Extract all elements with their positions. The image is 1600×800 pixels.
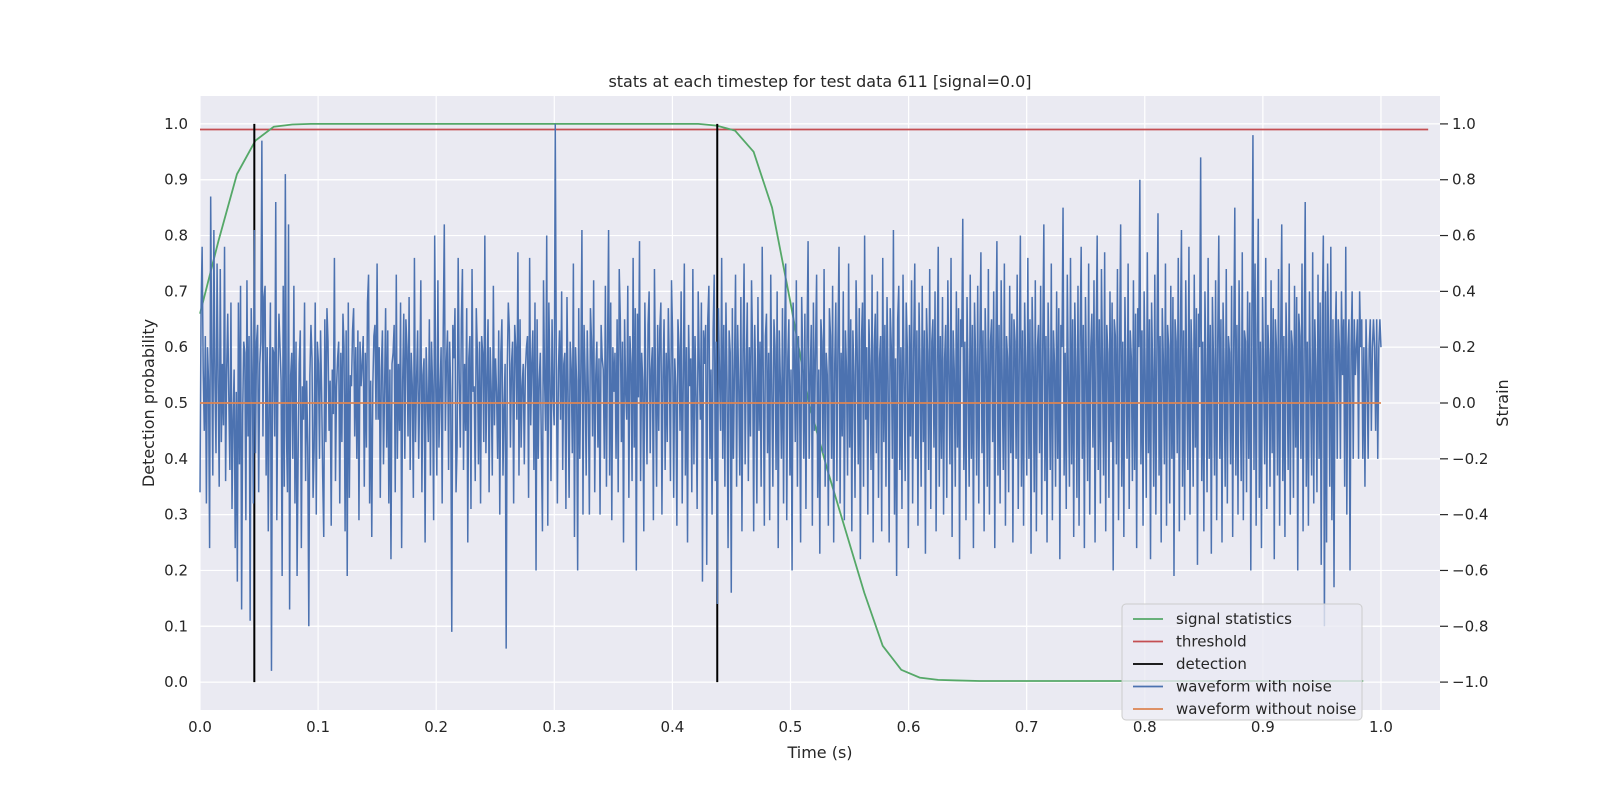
left-y-axis-ticks: 0.0 0.1 0.2 0.3 0.4 0.5 0.6 0.7 0.8 0.9 1.0 <box>164 115 188 691</box>
left-y-tick-label: 0.5 <box>164 394 188 412</box>
left-y-tick-label: 0.0 <box>164 673 188 691</box>
right-y-tick-label: 0.8 <box>1452 171 1476 189</box>
legend-entry-label: detection <box>1176 655 1247 673</box>
legend-entry-label: waveform without noise <box>1176 700 1356 718</box>
x-tick-label: 0.3 <box>542 718 566 736</box>
x-tick-label: 0.5 <box>779 718 803 736</box>
left-y-tick-label: 0.6 <box>164 338 188 356</box>
right-y-tick-label: −1.0 <box>1452 673 1488 691</box>
right-y-axis-ticks: −1.0 −0.8 −0.6 −0.4 −0.2 0.0 0.2 0.4 0.6 0.8 1.0 <box>1440 115 1488 691</box>
right-axis-series <box>199 123 1382 671</box>
right-y-tick-label: 0.2 <box>1452 338 1476 356</box>
x-tick-label: 0.9 <box>1251 718 1275 736</box>
x-axis-label: Time (s) <box>786 743 852 762</box>
x-tick-label: 0.2 <box>424 718 448 736</box>
x-tick-label: 0.6 <box>897 718 921 736</box>
x-tick-label: 0.7 <box>1015 718 1039 736</box>
right-y-tick-label: −0.2 <box>1452 450 1488 468</box>
x-tick-label: 1.0 <box>1369 718 1393 736</box>
left-y-tick-label: 0.7 <box>164 282 188 300</box>
x-tick-label: 0.8 <box>1133 718 1157 736</box>
x-tick-label: 0.4 <box>660 718 684 736</box>
left-y-tick-label: 0.8 <box>164 227 188 245</box>
right-y-tick-label: −0.6 <box>1452 561 1488 579</box>
x-tick-label: 0.0 <box>188 718 212 736</box>
signal-statistics-line <box>199 123 1364 682</box>
legend-entry-label: waveform with noise <box>1176 678 1332 696</box>
right-y-tick-label: 1.0 <box>1452 115 1476 133</box>
left-y-tick-label: 0.4 <box>164 450 188 468</box>
legend-box <box>1121 603 1363 721</box>
left-y-tick-label: 0.1 <box>164 617 188 635</box>
left-y-tick-label: 1.0 <box>164 115 188 133</box>
legend-entry-label: threshold <box>1176 633 1247 651</box>
right-y-tick-label: 0.4 <box>1452 282 1476 300</box>
waveform-with-noise-line <box>199 123 1382 671</box>
chart-title: stats at each timestep for test data 611… <box>608 72 1031 91</box>
right-y-tick-label: −0.8 <box>1452 617 1488 635</box>
x-tick-label: 0.1 <box>306 718 330 736</box>
right-y-tick-label: 0.6 <box>1452 227 1476 245</box>
right-y-axis-label: Strain <box>1493 379 1512 426</box>
left-y-axis-label: Detection probability <box>139 319 158 487</box>
left-y-tick-label: 0.3 <box>164 506 188 524</box>
x-axis-ticks: 0.0 0.1 0.2 0.3 0.4 0.5 0.6 0.7 0.8 0.9 1.0 <box>188 718 1393 736</box>
legend-entry-label: signal statistics <box>1176 610 1292 628</box>
left-y-tick-label: 0.9 <box>164 171 188 189</box>
left-y-tick-label: 0.2 <box>164 561 188 579</box>
right-y-tick-label: 0.0 <box>1452 394 1476 412</box>
right-y-tick-label: −0.4 <box>1452 506 1488 524</box>
legend: signal statistics threshold detection wavef… <box>1121 603 1363 721</box>
